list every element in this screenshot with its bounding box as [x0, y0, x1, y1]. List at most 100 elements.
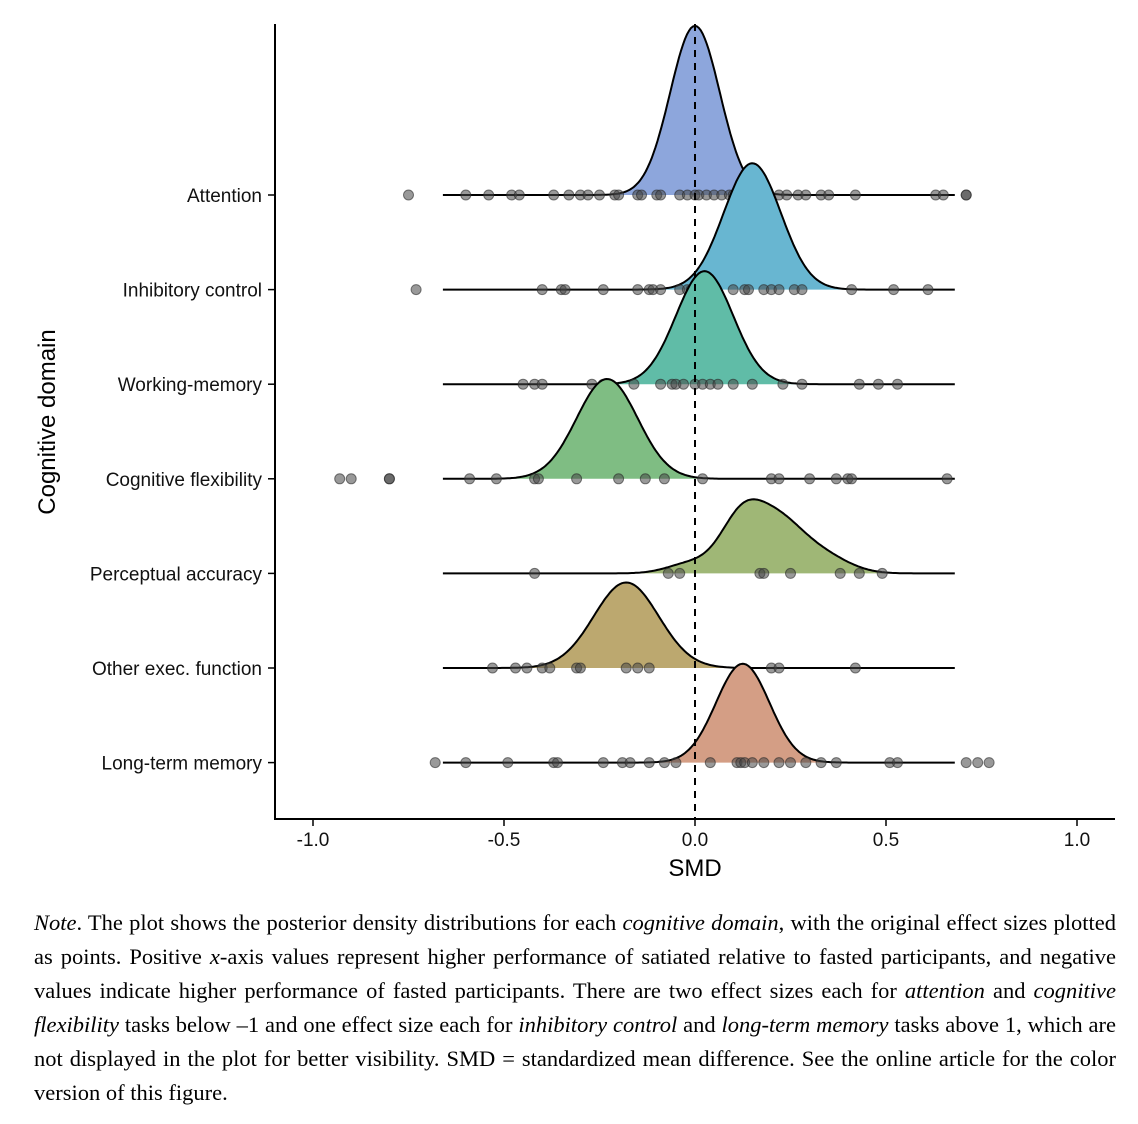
- x-tick-label: 1.0: [1064, 830, 1090, 851]
- density-line: [442, 581, 955, 669]
- ridge-cognitive-flexibility: [334, 378, 955, 485]
- effect-size-point: [922, 284, 934, 296]
- effect-size-point: [552, 757, 563, 769]
- effect-size-point: [510, 662, 521, 674]
- effect-size-point: [403, 189, 414, 201]
- effect-size-point: [678, 378, 689, 390]
- note-emph-4: cognitive flexibility: [34, 978, 1116, 1037]
- y-tick-label: Other exec. function: [92, 659, 262, 680]
- effect-size-point: [796, 284, 808, 296]
- y-tick-label: Working-memory: [118, 375, 263, 396]
- effect-size-point: [727, 284, 739, 296]
- effect-size-point: [727, 378, 739, 390]
- effect-size-point: [823, 189, 835, 201]
- effect-size-point: [517, 378, 529, 390]
- density-fill: [442, 582, 955, 668]
- effect-size-point: [846, 473, 858, 485]
- effect-size-point: [345, 473, 357, 485]
- effect-size-point: [892, 757, 903, 769]
- density-line: [442, 662, 955, 764]
- effect-size-point: [597, 757, 609, 769]
- effect-size-point: [849, 662, 861, 674]
- ridge-attention: [403, 24, 972, 201]
- effect-size-point: [582, 189, 594, 201]
- effect-size-point: [513, 189, 525, 201]
- effect-size-point: [892, 378, 903, 390]
- density-fill: [442, 499, 955, 574]
- effect-size-point: [815, 757, 827, 769]
- ridge-working-memory: [442, 270, 955, 390]
- effect-size-point: [613, 473, 625, 485]
- note-emph-3: attention: [904, 978, 985, 1003]
- effect-size-point: [872, 378, 884, 390]
- density-ridges: [334, 24, 995, 769]
- effect-size-point: [773, 757, 785, 769]
- effect-size-point: [773, 662, 785, 674]
- note-emph-5: inhibitory control: [518, 1012, 678, 1037]
- effect-size-point: [846, 284, 858, 296]
- effect-size-point: [888, 284, 900, 296]
- effect-size-point: [712, 378, 724, 390]
- ridge-long-term-memory: [429, 662, 995, 769]
- x-tick-label: -1.0: [297, 830, 330, 851]
- ridgeline-chart: Attention Inhibitory control Working-memor…: [34, 24, 1115, 882]
- note-emph-2: x: [209, 944, 220, 969]
- axes: [274, 24, 1115, 820]
- effect-size-point: [830, 473, 842, 485]
- note-text-2: , with the original effect sizes plotted…: [34, 910, 1116, 969]
- y-tick-label: Perceptual accuracy: [90, 564, 263, 585]
- density-line: [442, 162, 955, 291]
- effect-size-point: [670, 757, 682, 769]
- effect-size-point: [800, 189, 812, 201]
- x-tick-label: 0.5: [873, 830, 899, 851]
- effect-size-point: [624, 757, 636, 769]
- effect-size-point: [876, 567, 888, 579]
- effect-size-point: [758, 567, 770, 579]
- y-tick-label: Inhibitory control: [123, 281, 262, 302]
- y-tick-labels: Attention Inhibitory control Working-memor…: [90, 186, 275, 775]
- density-fill: [442, 663, 955, 763]
- effect-size-point: [334, 473, 346, 485]
- effect-size-point: [655, 189, 667, 201]
- effect-size-point: [574, 662, 586, 674]
- effect-size-point: [960, 189, 972, 201]
- ridge-inhibitory-control: [410, 162, 955, 296]
- effect-size-point: [941, 473, 953, 485]
- effect-size-point: [785, 757, 796, 769]
- effect-size-point: [559, 284, 571, 296]
- effect-size-point: [758, 757, 770, 769]
- effect-size-point: [796, 378, 808, 390]
- effect-size-point: [704, 757, 716, 769]
- effect-size-point: [655, 378, 667, 390]
- effect-size-point: [521, 662, 533, 674]
- note-text-1: . The plot shows the posterior density d…: [76, 910, 623, 935]
- note-emph-6: long-term memory: [721, 1012, 889, 1037]
- effect-size-point: [639, 473, 651, 485]
- effect-size-point: [800, 757, 812, 769]
- effect-size-point: [983, 757, 995, 769]
- effect-size-point: [643, 662, 655, 674]
- effect-size-point: [502, 757, 514, 769]
- effect-size-point: [563, 189, 575, 201]
- effect-size-point: [746, 378, 758, 390]
- effect-size-point: [658, 757, 670, 769]
- effect-size-point: [781, 189, 793, 201]
- effect-size-point: [937, 189, 949, 201]
- x-tick-labels: -1.0 -0.5 0.0 0.5 1.0: [297, 819, 1090, 851]
- effect-size-point: [773, 473, 785, 485]
- effect-size-point: [464, 473, 476, 485]
- note-text-5: tasks below –1 and one effect size each …: [118, 1012, 519, 1037]
- effect-size-point: [636, 189, 647, 201]
- effect-size-point: [571, 473, 583, 485]
- note-text-3: -axis values represent higher performanc…: [34, 944, 1116, 1003]
- density-fill: [442, 379, 955, 479]
- effect-size-point: [830, 757, 842, 769]
- note-label: Note: [34, 910, 77, 935]
- effect-size-point: [853, 567, 865, 579]
- effect-size-point: [548, 189, 560, 201]
- effect-size-point: [972, 757, 984, 769]
- effect-size-point: [849, 189, 861, 201]
- effect-size-point: [620, 662, 632, 674]
- effect-size-point: [853, 378, 865, 390]
- note-text-6: and: [677, 1012, 722, 1037]
